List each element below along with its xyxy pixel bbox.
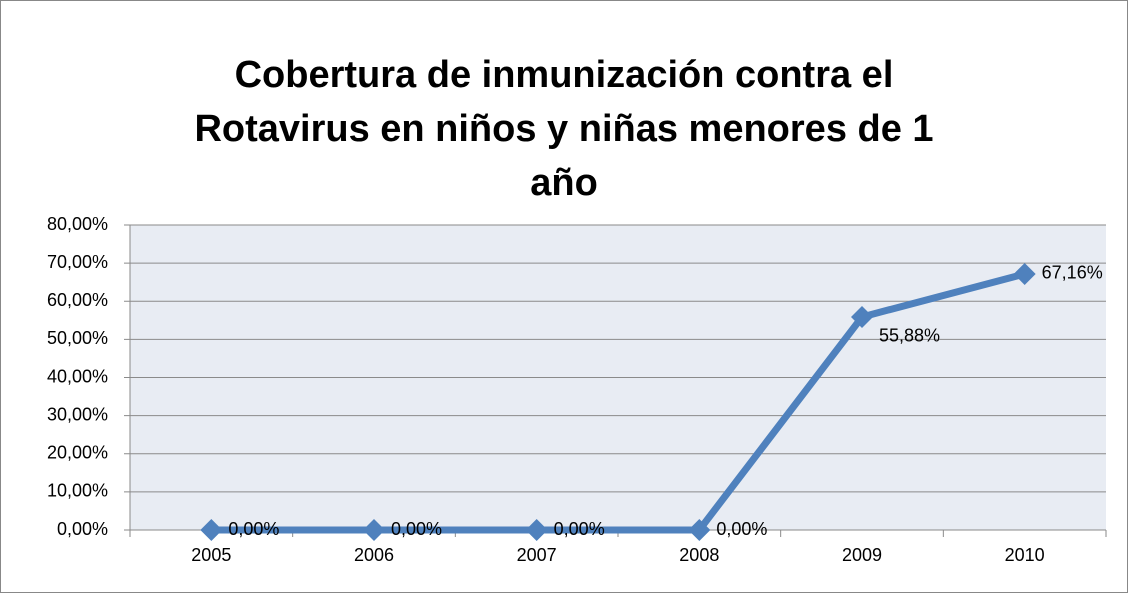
marker (200, 519, 223, 541)
data-label: 0,00% (391, 519, 442, 539)
y-tick-label: 40,00% (47, 366, 108, 386)
x-tick-label: 2009 (842, 545, 882, 565)
data-label: 67,16% (1042, 263, 1103, 283)
x-tick-label: 2010 (1005, 545, 1045, 565)
marker (851, 305, 873, 328)
chart-title: Rotavirus en niños y niñas menores de 1 (194, 108, 933, 150)
y-tick-label: 20,00% (47, 443, 108, 463)
x-tick-label: 2008 (679, 545, 719, 565)
x-tick-label: 2006 (354, 545, 394, 565)
y-tick-label: 60,00% (47, 290, 108, 310)
marker (688, 519, 711, 541)
y-tick-label: 0,00% (57, 519, 108, 539)
data-label: 55,88% (879, 326, 940, 346)
y-tick-label: 10,00% (47, 481, 108, 501)
y-tick-label: 30,00% (47, 404, 108, 424)
y-tick-label: 50,00% (47, 328, 108, 348)
chart-title: Cobertura de inmunización contra el (235, 54, 894, 96)
y-tick-label: 70,00% (47, 252, 108, 272)
y-tick-label: 80,00% (47, 214, 108, 234)
marker (1013, 262, 1036, 285)
marker (525, 519, 548, 541)
line (211, 270, 1026, 534)
data-label: 0,00% (716, 519, 767, 539)
data-label: 0,00% (228, 519, 279, 539)
data-label: 0,00% (554, 519, 605, 539)
x-tick-label: 2005 (191, 545, 231, 565)
marker (363, 519, 385, 541)
chart-title: año (530, 162, 598, 204)
x-tick-label: 2007 (517, 545, 557, 565)
